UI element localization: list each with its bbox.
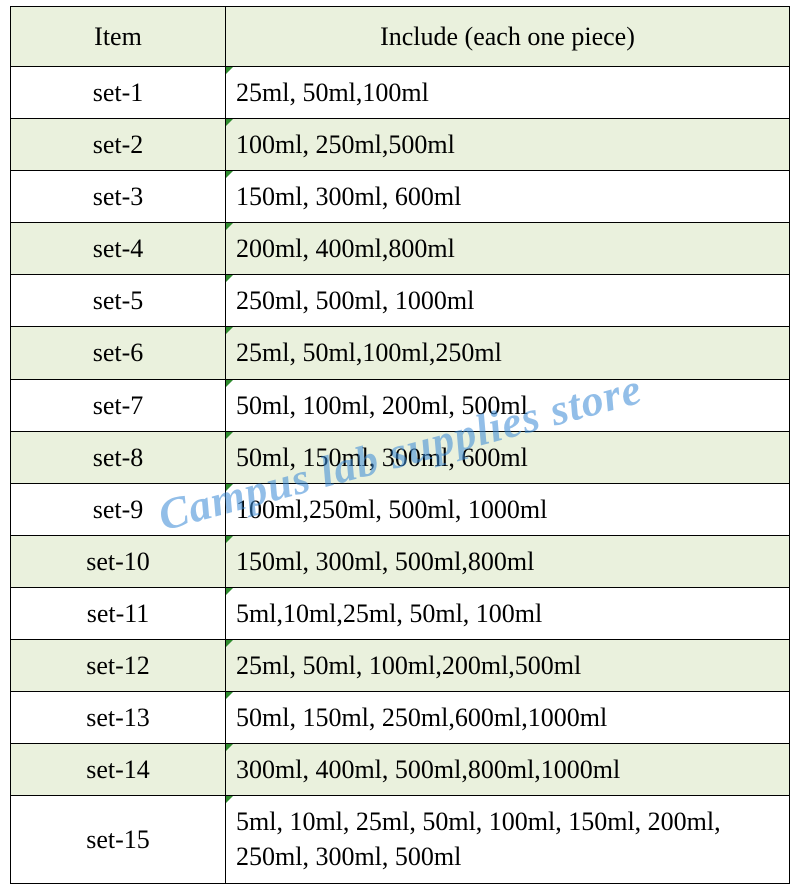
- table-row: set-3 150ml, 300ml, 600ml: [11, 171, 790, 223]
- table-row: set-9 100ml,250ml, 500ml, 1000ml: [11, 483, 790, 535]
- table-row: set-6 25ml, 50ml,100ml,250ml: [11, 327, 790, 379]
- item-cell: set-7: [11, 379, 226, 431]
- item-cell: set-10: [11, 535, 226, 587]
- item-cell: set-4: [11, 223, 226, 275]
- include-cell: 250ml, 500ml, 1000ml: [226, 275, 790, 327]
- table-row: set-14 300ml, 400ml, 500ml,800ml,1000ml: [11, 744, 790, 796]
- item-cell: set-8: [11, 431, 226, 483]
- include-cell: 300ml, 400ml, 500ml,800ml,1000ml: [226, 744, 790, 796]
- product-sets-table: Item Include (each one piece) set-1 25ml…: [10, 6, 790, 884]
- table-row: set-1 25ml, 50ml,100ml: [11, 67, 790, 119]
- table-row: set-7 50ml, 100ml, 200ml, 500ml: [11, 379, 790, 431]
- table-row: set-15 5ml, 10ml, 25ml, 50ml, 100ml, 150…: [11, 796, 790, 883]
- item-cell: set-15: [11, 796, 226, 883]
- table-row: set-10 150ml, 300ml, 500ml,800ml: [11, 535, 790, 587]
- include-cell: 5ml,10ml,25ml, 50ml, 100ml: [226, 587, 790, 639]
- table-row: set-2 100ml, 250ml,500ml: [11, 119, 790, 171]
- item-cell: set-11: [11, 587, 226, 639]
- item-cell: set-1: [11, 67, 226, 119]
- include-cell: 150ml, 300ml, 600ml: [226, 171, 790, 223]
- item-cell: set-9: [11, 483, 226, 535]
- table-row: set-8 50ml, 150ml, 300ml, 600ml: [11, 431, 790, 483]
- include-cell: 100ml, 250ml,500ml: [226, 119, 790, 171]
- include-cell: 100ml,250ml, 500ml, 1000ml: [226, 483, 790, 535]
- item-cell: set-14: [11, 744, 226, 796]
- item-cell: set-13: [11, 692, 226, 744]
- table-row: set-5 250ml, 500ml, 1000ml: [11, 275, 790, 327]
- include-cell: 25ml, 50ml,100ml: [226, 67, 790, 119]
- include-cell: 150ml, 300ml, 500ml,800ml: [226, 535, 790, 587]
- table-row: set-4 200ml, 400ml,800ml: [11, 223, 790, 275]
- column-header-item: Item: [11, 7, 226, 67]
- item-cell: set-2: [11, 119, 226, 171]
- item-cell: set-12: [11, 640, 226, 692]
- include-cell: 25ml, 50ml, 100ml,200ml,500ml: [226, 640, 790, 692]
- include-cell: 5ml, 10ml, 25ml, 50ml, 100ml, 150ml, 200…: [226, 796, 790, 883]
- include-cell: 25ml, 50ml,100ml,250ml: [226, 327, 790, 379]
- page-container: Item Include (each one piece) set-1 25ml…: [0, 0, 800, 894]
- table-header-row: Item Include (each one piece): [11, 7, 790, 67]
- column-header-include: Include (each one piece): [226, 7, 790, 67]
- item-cell: set-5: [11, 275, 226, 327]
- include-cell: 50ml, 100ml, 200ml, 500ml: [226, 379, 790, 431]
- include-cell: 50ml, 150ml, 300ml, 600ml: [226, 431, 790, 483]
- table-row: set-12 25ml, 50ml, 100ml,200ml,500ml: [11, 640, 790, 692]
- table-row: set-11 5ml,10ml,25ml, 50ml, 100ml: [11, 587, 790, 639]
- item-cell: set-3: [11, 171, 226, 223]
- table-row: set-13 50ml, 150ml, 250ml,600ml,1000ml: [11, 692, 790, 744]
- include-cell: 50ml, 150ml, 250ml,600ml,1000ml: [226, 692, 790, 744]
- item-cell: set-6: [11, 327, 226, 379]
- include-cell: 200ml, 400ml,800ml: [226, 223, 790, 275]
